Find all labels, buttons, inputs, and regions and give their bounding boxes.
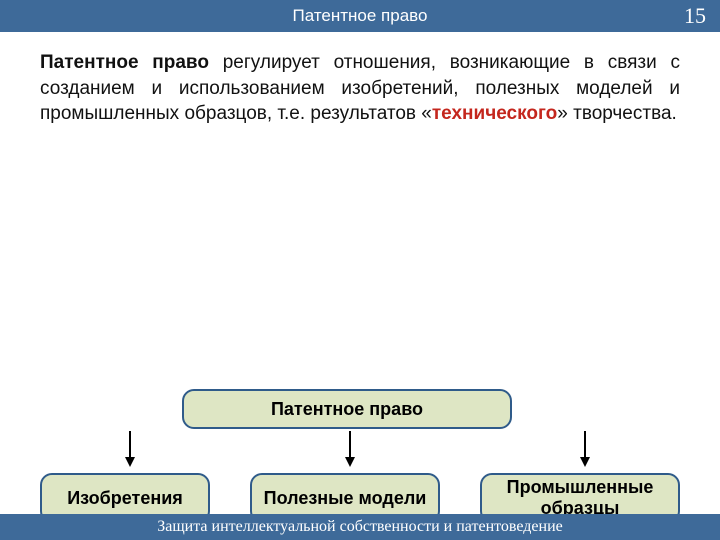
paragraph-highlight: технического: [432, 103, 557, 124]
paragraph-mid-2: » творчества.: [557, 103, 677, 124]
header-title: Патентное право: [293, 6, 428, 26]
footer-bar: Защита интеллектуальной собственности и …: [0, 514, 720, 540]
header-bar: Патентное право 15: [0, 0, 720, 32]
paragraph-lead: Патентное право: [40, 52, 209, 73]
footer-text: Защита интеллектуальной собственности и …: [157, 518, 563, 536]
body-paragraph: Патентное право регулирует отношения, во…: [0, 32, 720, 127]
diagram-arrow: [125, 431, 135, 471]
page-number: 15: [684, 3, 706, 29]
diagram-root-node: Патентное право: [182, 389, 512, 429]
diagram-arrow: [345, 431, 355, 471]
diagram-arrow: [580, 431, 590, 471]
